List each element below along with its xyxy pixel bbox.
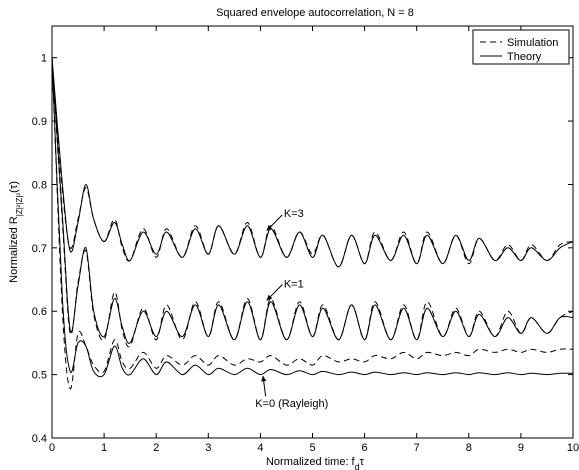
x-tick-label: 1 xyxy=(101,442,107,454)
y-axis-label-main: Normalized R xyxy=(8,216,20,283)
y-tick-label: 0.5 xyxy=(32,370,47,382)
x-axis-label: Normalized time: fdτ xyxy=(266,456,365,470)
legend-label-simulation: Simulation xyxy=(507,37,558,49)
x-tick-label: 4 xyxy=(257,442,263,454)
annotation-label: K=1 xyxy=(284,278,304,290)
y-axis-label-tail: (τ) xyxy=(8,181,20,193)
x-axis-label-sub: d xyxy=(355,462,360,470)
y-tick-label: 0.4 xyxy=(32,433,47,445)
y-tick-label: 0.7 xyxy=(32,243,47,255)
series-line-solid-4 xyxy=(51,57,574,378)
series-layer xyxy=(51,57,574,390)
chart-title: Squared envelope autocorrelation, N = 8 xyxy=(216,7,414,19)
y-tick-label: 0.8 xyxy=(32,179,47,191)
x-tick-label: 5 xyxy=(309,442,315,454)
y-tick-label: 0.9 xyxy=(32,116,47,128)
x-axis: 0 1 2 3 4 5 6 7 8 9 10 xyxy=(49,26,579,454)
x-tick-label: 10 xyxy=(567,442,579,454)
annotation-arrowhead xyxy=(261,375,267,382)
annotation-arrowhead xyxy=(266,294,273,301)
x-axis-label-tail: τ xyxy=(360,456,365,468)
annotation-label: K=3 xyxy=(284,208,304,220)
y-axis-label-sub: |Z|²|Z|² xyxy=(15,192,24,216)
series-line-dashed-3 xyxy=(51,57,574,348)
series-line-dashed-1 xyxy=(51,57,574,268)
legend-label-theory: Theory xyxy=(507,51,542,63)
annotation-arrowhead xyxy=(266,225,273,231)
y-axis: 0.4 0.5 0.6 0.7 0.8 0.9 1 xyxy=(32,53,573,445)
plot-area-frame xyxy=(51,25,574,439)
x-tick-label: 8 xyxy=(466,442,472,454)
annotation-label: K=0 (Rayleigh) xyxy=(255,398,328,410)
legend-box xyxy=(472,29,570,65)
x-tick-label: 7 xyxy=(414,442,420,454)
x-tick-label: 2 xyxy=(153,442,159,454)
series-line-solid-0 xyxy=(51,57,574,268)
x-tick-label: 0 xyxy=(49,442,55,454)
x-tick-label: 9 xyxy=(518,442,524,454)
y-tick-label: 0.6 xyxy=(32,306,47,318)
x-axis-label-main: Normalized time: f xyxy=(266,456,356,468)
y-tick-label: 1 xyxy=(41,53,47,65)
x-tick-label: 3 xyxy=(205,442,211,454)
legend: Simulation Theory xyxy=(472,29,570,65)
annotation-layer: K=3 K=1 K=0 (Rayleigh) xyxy=(255,208,328,410)
series-line-solid-2 xyxy=(51,57,574,344)
x-tick-label: 6 xyxy=(362,442,368,454)
y-axis-label: Normalized R|Z|²|Z|²(τ) xyxy=(8,181,24,283)
series-line-dashed-5 xyxy=(51,57,574,390)
